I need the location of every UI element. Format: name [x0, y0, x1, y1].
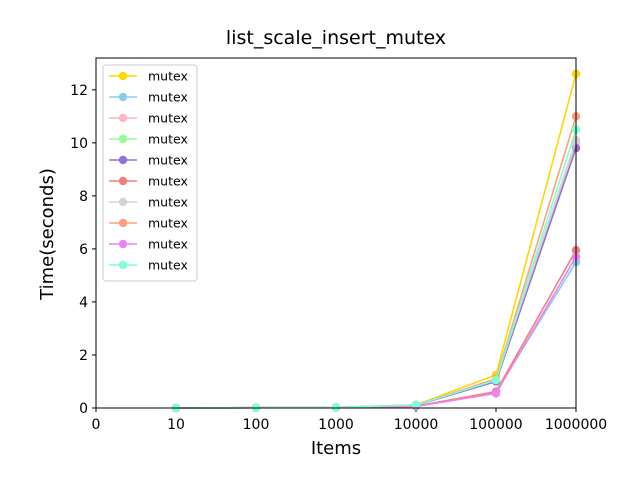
legend: mutex mutex mutex mutex mutex mutex mutex mutex…	[102, 64, 198, 282]
data-point	[491, 389, 501, 398]
x-tick-label: 1000000	[545, 417, 607, 433]
y-tick-label: 2	[79, 348, 88, 364]
data-point	[331, 403, 341, 412]
x-tick-label: 10000	[394, 417, 439, 433]
y-tick-label: 4	[79, 295, 88, 311]
legend-entry: mutex	[148, 90, 188, 105]
x-tick-label: 100000	[469, 417, 522, 433]
legend-swatch-marker	[118, 176, 128, 186]
legend-entry: mutex	[148, 132, 188, 147]
x-tick-label: 1000	[318, 417, 354, 433]
chart-title: list_scale_insert_mutex	[226, 27, 446, 49]
data-point	[491, 375, 501, 385]
y-tick-label: 10	[70, 136, 88, 152]
plot-area: 0 10 100 1000 10000 100000 1000000 0 2 4 6 8 10 12	[70, 57, 607, 433]
legend-swatch-marker	[118, 71, 128, 81]
y-tick-label: 6	[79, 242, 88, 258]
y-tick-label: 8	[79, 189, 88, 205]
legend-swatch-marker	[118, 239, 128, 249]
legend-swatch-marker	[118, 155, 128, 165]
data-point	[411, 400, 421, 410]
legend-entry: mutex	[148, 195, 188, 210]
legend-swatch-marker	[118, 134, 128, 144]
plot-frame	[95, 57, 577, 409]
y-axis-title: Time(seconds)	[37, 168, 58, 301]
legend-entry: mutex	[148, 216, 188, 231]
legend-swatch-marker	[118, 92, 128, 102]
legend-swatch-marker	[118, 218, 128, 228]
y-tick-label: 12	[70, 83, 88, 99]
x-tick-label: 10	[167, 417, 185, 433]
legend-entry: mutex	[148, 153, 188, 168]
legend-swatch-marker	[118, 260, 128, 270]
legend-entry: mutex	[148, 237, 188, 252]
x-tick-label: 100	[243, 417, 270, 433]
x-axis-title: Items	[311, 438, 361, 459]
legend-entry: mutex	[148, 174, 188, 189]
legend-entry: mutex	[148, 258, 188, 273]
y-tick-label: 0	[79, 401, 88, 417]
legend-swatch-marker	[118, 197, 128, 207]
legend-entry: mutex	[148, 69, 188, 84]
legend-swatch-marker	[118, 113, 128, 123]
x-tick-label: 0	[92, 417, 101, 433]
legend-entry: mutex	[148, 111, 188, 126]
